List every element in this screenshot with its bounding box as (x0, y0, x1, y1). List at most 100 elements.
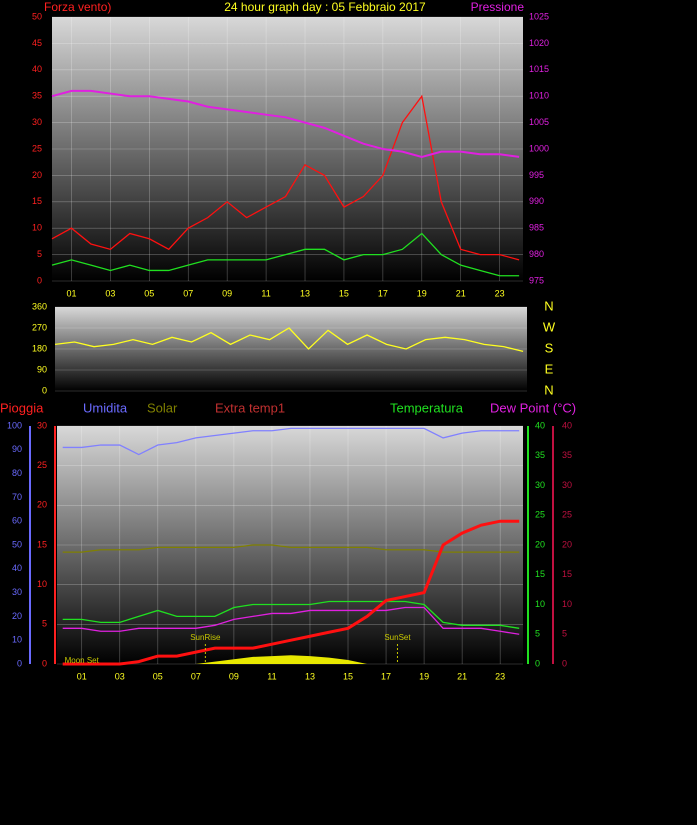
x-tick-label: 01 (66, 288, 76, 298)
y-tick-label: N (544, 298, 553, 313)
y-tick-label: 10 (12, 635, 22, 645)
y-tick-label: 30 (562, 480, 572, 490)
y-tick-label: 1005 (529, 117, 549, 127)
x-tick-label: 19 (419, 671, 429, 681)
chart-title: 24 hour graph day : 05 Febbraio 2017 (224, 0, 426, 14)
legend-entry: Dew Point (°C) (490, 400, 576, 415)
y-tick-label: 50 (12, 539, 22, 549)
y-tick-label: 30 (37, 420, 47, 430)
x-tick-label: 03 (105, 288, 115, 298)
series-line (51, 232, 520, 277)
series-line (62, 427, 520, 456)
y-tick-label: 40 (535, 420, 545, 430)
plot-area (55, 307, 527, 391)
y-tick-label: 25 (535, 510, 545, 520)
y-tick-label: 5 (535, 629, 540, 639)
x-tick-label: 15 (339, 288, 349, 298)
y-tick-label: 50 (32, 11, 42, 21)
y-tick-label: 60 (12, 516, 22, 526)
series-line (51, 94, 520, 261)
y-tick-label: 25 (37, 460, 47, 470)
x-tick-label: 21 (457, 671, 467, 681)
y-tick-label: 360 (32, 301, 47, 311)
y-tick-label: 10 (562, 599, 572, 609)
y-tick-label: 45 (32, 38, 42, 48)
y-tick-label: 40 (32, 64, 42, 74)
y-tick-label: 30 (32, 117, 42, 127)
x-tick-label: 07 (183, 288, 193, 298)
legend-entry: Pioggia (0, 400, 44, 415)
y-tick-label: 1015 (529, 64, 549, 74)
y-tick-label: 1025 (529, 11, 549, 21)
y-tick-label: 35 (32, 91, 42, 101)
y-tick-label: 70 (12, 492, 22, 502)
y-tick-label: E (545, 361, 554, 376)
area (62, 655, 520, 664)
y-tick-label: 100 (7, 420, 22, 430)
x-tick-label: 17 (378, 288, 388, 298)
y-tick-label: 20 (32, 170, 42, 180)
series-line (54, 327, 524, 352)
y-tick-label: 90 (37, 364, 47, 374)
y-tick-label: 10 (37, 579, 47, 589)
y-tick-label: 5 (42, 619, 47, 629)
y-tick-label: 20 (12, 611, 22, 621)
y-tick-label: 20 (535, 539, 545, 549)
y-tick-label: 30 (535, 480, 545, 490)
x-tick-label: 09 (229, 671, 239, 681)
y-tick-label: S (545, 340, 554, 355)
legend-entry: Temperatura (390, 400, 464, 415)
y-tick-label: 15 (37, 539, 47, 549)
series-line (62, 519, 520, 666)
annotation: Moon Set (65, 656, 100, 665)
legend-entry: Umidita (83, 400, 128, 415)
x-tick-label: 23 (495, 671, 505, 681)
series-line (62, 606, 520, 635)
y-tick-label: 0 (42, 658, 47, 668)
y-tick-label: 80 (12, 468, 22, 478)
x-tick-label: 13 (300, 288, 310, 298)
y-tick-label: 10 (535, 599, 545, 609)
y-tick-label: W (543, 319, 556, 334)
y-tick-label: 10 (32, 223, 42, 233)
annotation: SunRise (190, 633, 221, 642)
legend-entry: Solar (147, 400, 178, 415)
annotation: SunSet (384, 633, 411, 642)
y-tick-label: 40 (12, 563, 22, 573)
plot-area (52, 17, 523, 281)
y-tick-label: 25 (32, 143, 42, 153)
y-tick-label: 40 (562, 420, 572, 430)
x-tick-label: 09 (222, 288, 232, 298)
y-tick-label: 35 (562, 450, 572, 460)
y-tick-label: 20 (562, 539, 572, 549)
legend-entry: Extra temp1 (215, 400, 285, 415)
y-tick-label: 0 (17, 658, 22, 668)
y-tick-label: 1000 (529, 143, 549, 153)
y-tick-label: N (544, 382, 553, 397)
y-tick-label: 5 (562, 629, 567, 639)
y-tick-label: 20 (37, 500, 47, 510)
x-tick-label: 05 (153, 671, 163, 681)
x-tick-label: 13 (305, 671, 315, 681)
y-tick-label: 25 (562, 510, 572, 520)
y-tick-label: 15 (535, 569, 545, 579)
axis-title: Pressione (471, 0, 525, 14)
y-tick-label: 270 (32, 322, 47, 332)
axis-title: Forza vento) (44, 0, 111, 14)
x-tick-label: 11 (267, 671, 276, 681)
y-tick-label: 1010 (529, 91, 549, 101)
y-tick-label: 1020 (529, 38, 549, 48)
y-tick-label: 90 (12, 444, 22, 454)
y-tick-label: 5 (37, 249, 42, 259)
y-tick-label: 985 (529, 223, 544, 233)
x-tick-label: 19 (417, 288, 427, 298)
y-tick-label: 0 (535, 658, 540, 668)
y-tick-label: 0 (562, 658, 567, 668)
x-tick-label: 03 (115, 671, 125, 681)
x-tick-label: 23 (495, 288, 505, 298)
x-tick-label: 17 (381, 671, 391, 681)
y-tick-label: 35 (535, 450, 545, 460)
y-tick-label: 995 (529, 170, 544, 180)
x-tick-label: 11 (261, 288, 270, 298)
